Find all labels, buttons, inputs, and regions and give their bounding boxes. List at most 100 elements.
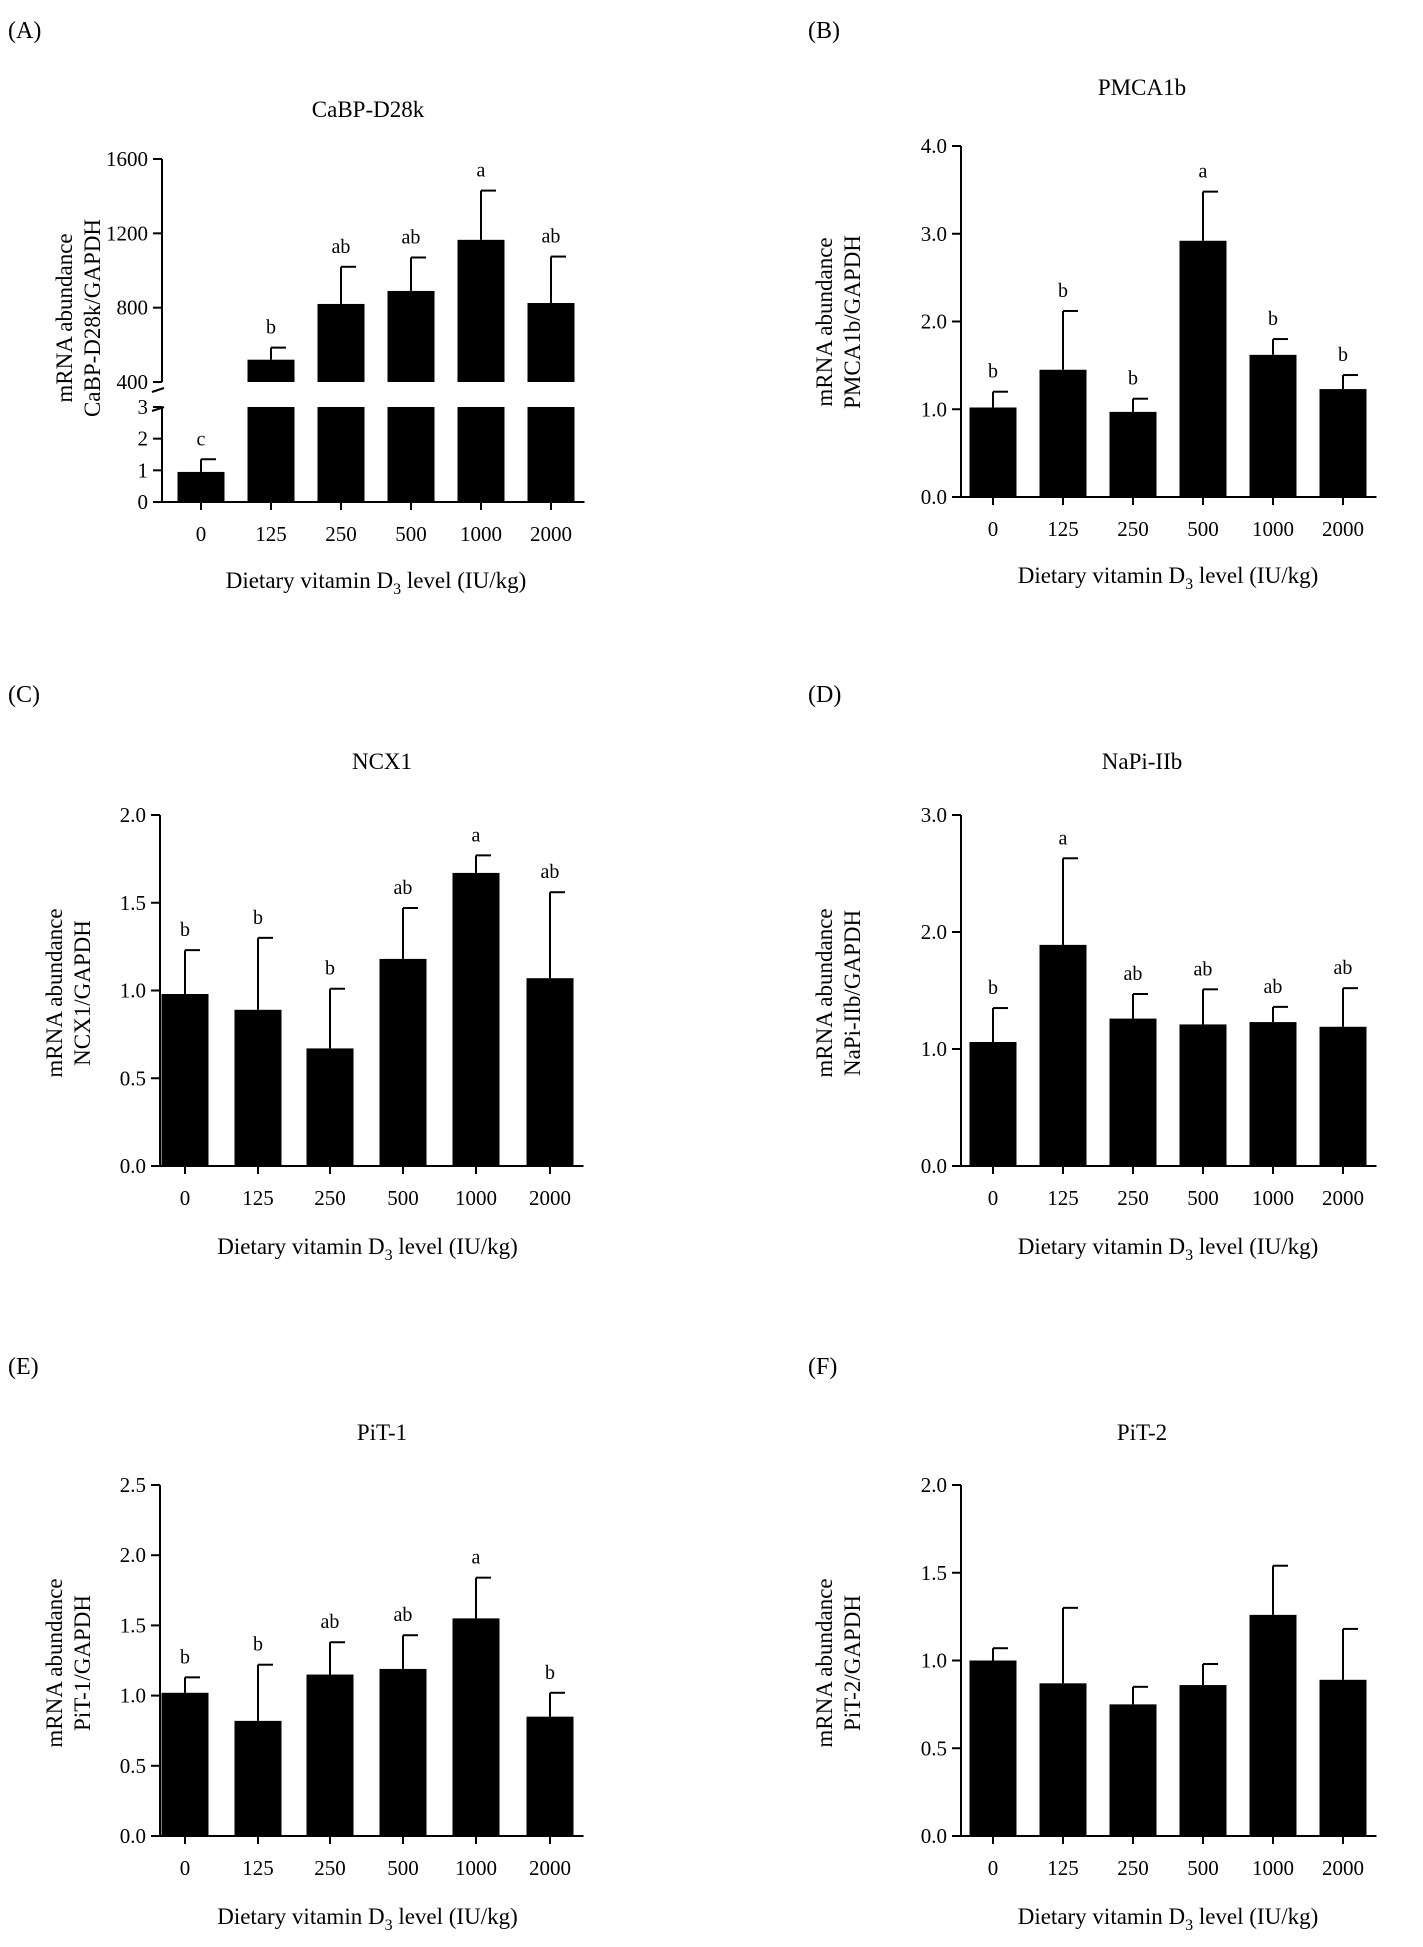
significance-letter: ab: [321, 1611, 340, 1633]
panel-letter: (C): [8, 682, 40, 708]
x-axis-title-subscript: 3: [1185, 1917, 1193, 1934]
y-tick-label: 1.5: [120, 1613, 146, 1637]
significance-letter: b: [253, 907, 263, 929]
bar: [1109, 1704, 1157, 1836]
y-tick-label: 0.0: [921, 1154, 947, 1178]
x-axis-title-subscript: 3: [385, 1247, 393, 1264]
x-axis-title-text: Dietary vitamin D: [217, 1234, 384, 1259]
chart-title: CaBP-D28k: [312, 97, 425, 122]
bar: [317, 303, 365, 382]
chart-panel-e: (E) PiT-1 mRNA abundance PiT-1/GAPDH 0.0 0.5 1…: [8, 1354, 584, 1934]
significance-letter: b: [180, 1646, 190, 1668]
y-axis-title: mRNA abundance PMCA1b/GAPDH: [812, 235, 865, 409]
significance-letter: a: [472, 824, 481, 846]
chart-title: PMCA1b: [1098, 75, 1186, 100]
significance-letter: b: [266, 317, 276, 339]
bar: [1249, 354, 1297, 497]
y-tick-label: 0.0: [120, 1154, 146, 1178]
significance-letter: b: [325, 958, 335, 980]
x-tick-label: 500: [1187, 517, 1219, 541]
bar-lower-part: [527, 407, 575, 502]
x-tick-label: 500: [387, 1186, 419, 1210]
y-axis-title-line2: CaBP-D28k/GAPDH: [80, 219, 105, 417]
bar: [969, 1041, 1017, 1166]
x-tick-label: 250: [1117, 1856, 1149, 1880]
y-tick-label: 2.0: [921, 920, 947, 944]
x-tick-label: 250: [314, 1856, 346, 1880]
x-axis-title-text: Dietary vitamin D: [217, 1904, 384, 1929]
x-tick-label: 250: [314, 1186, 346, 1210]
chart-title: NaPi-IIb: [1102, 749, 1182, 774]
bar: [1109, 411, 1157, 497]
bar: [247, 359, 295, 382]
significance-letter: ab: [1264, 976, 1283, 998]
y-tick-label: 2.0: [120, 803, 146, 827]
bar: [1319, 1026, 1367, 1166]
significance-letter: b: [1338, 344, 1348, 366]
y-tick-label: 0.0: [921, 485, 947, 509]
y-axis-title-line1: mRNA abundance: [812, 237, 837, 406]
x-tick-label: 0: [988, 1856, 999, 1880]
bar: [161, 1692, 209, 1836]
y-tick-label: 3.0: [921, 222, 947, 246]
bar: [969, 407, 1017, 497]
x-axis-title-text-end: level (IU/kg): [401, 568, 526, 593]
bar: [379, 958, 427, 1166]
chart-title: PiT-1: [357, 1420, 407, 1445]
significance-letter: ab: [541, 861, 560, 883]
axis-break-mark: [151, 387, 165, 393]
panel-letter: (F): [808, 1354, 837, 1380]
significance-letter: c: [197, 428, 206, 450]
panel-letter: (B): [808, 18, 840, 44]
x-tick-label: 2000: [1322, 517, 1364, 541]
bar: [306, 1048, 354, 1166]
y-tick-label: 2.0: [921, 1473, 947, 1497]
x-axis-title-text-end: level (IU/kg): [1193, 1904, 1318, 1929]
x-tick-label: 1000: [455, 1186, 497, 1210]
y-tick-label: 0.0: [921, 1824, 947, 1848]
y-tick-label: 1.0: [921, 397, 947, 421]
chart-panel-a: (A) CaBP-D28k mRNA abundance CaBP-D28k/GAPD…: [8, 18, 585, 598]
x-tick-label: 125: [1047, 1186, 1079, 1210]
significance-letter: ab: [1334, 957, 1353, 979]
x-tick-label: 1000: [1252, 1186, 1294, 1210]
y-tick-label: 2.5: [120, 1473, 146, 1497]
y-axis-title: mRNA abundance PiT-1/GAPDH: [42, 1578, 95, 1747]
y-tick-label: 400: [117, 370, 149, 394]
bar: [1179, 1024, 1227, 1166]
y-axis-title: mRNA abundance PiT-2/GAPDH: [812, 1578, 865, 1747]
y-tick-label: 0.5: [120, 1754, 146, 1778]
bar: [527, 303, 575, 382]
x-tick-label: 250: [1117, 1186, 1149, 1210]
x-tick-label: 2000: [1322, 1186, 1364, 1210]
x-tick-label: 1000: [1252, 1856, 1294, 1880]
y-tick-label: 800: [117, 296, 149, 320]
x-tick-label: 500: [395, 522, 427, 546]
y-axis-title-line1: mRNA abundance: [42, 1578, 67, 1747]
panel-letter: (A): [8, 18, 41, 44]
bar: [387, 290, 435, 382]
bar-lower-part: [317, 407, 365, 502]
x-tick-label: 1000: [1252, 517, 1294, 541]
significance-letter: b: [1058, 280, 1068, 302]
bar: [457, 239, 505, 382]
bar: [969, 1660, 1017, 1836]
significance-letter: a: [472, 1547, 481, 1569]
x-axis-title-subscript: 3: [1185, 1247, 1193, 1264]
bar: [1039, 1683, 1087, 1836]
y-axis-title-line2: PiT-2/GAPDH: [840, 1595, 865, 1731]
x-axis-title-subscript: 3: [1185, 576, 1193, 593]
bar: [452, 872, 500, 1166]
y-tick-label: 0.5: [921, 1736, 947, 1760]
bar: [1249, 1022, 1297, 1166]
y-axis-title: mRNA abundance NaPi-IIb/GAPDH: [812, 908, 865, 1077]
bar: [161, 994, 209, 1166]
bar: [177, 471, 225, 502]
significance-letter: a: [1059, 827, 1068, 849]
x-tick-label: 125: [242, 1186, 274, 1210]
x-tick-label: 125: [242, 1856, 274, 1880]
x-axis-title-text-end: level (IU/kg): [1193, 1234, 1318, 1259]
x-tick-label: 1000: [455, 1856, 497, 1880]
bar-lower-part: [387, 407, 435, 502]
y-axis-title: mRNA abundance CaBP-D28k/GAPDH: [52, 219, 105, 417]
